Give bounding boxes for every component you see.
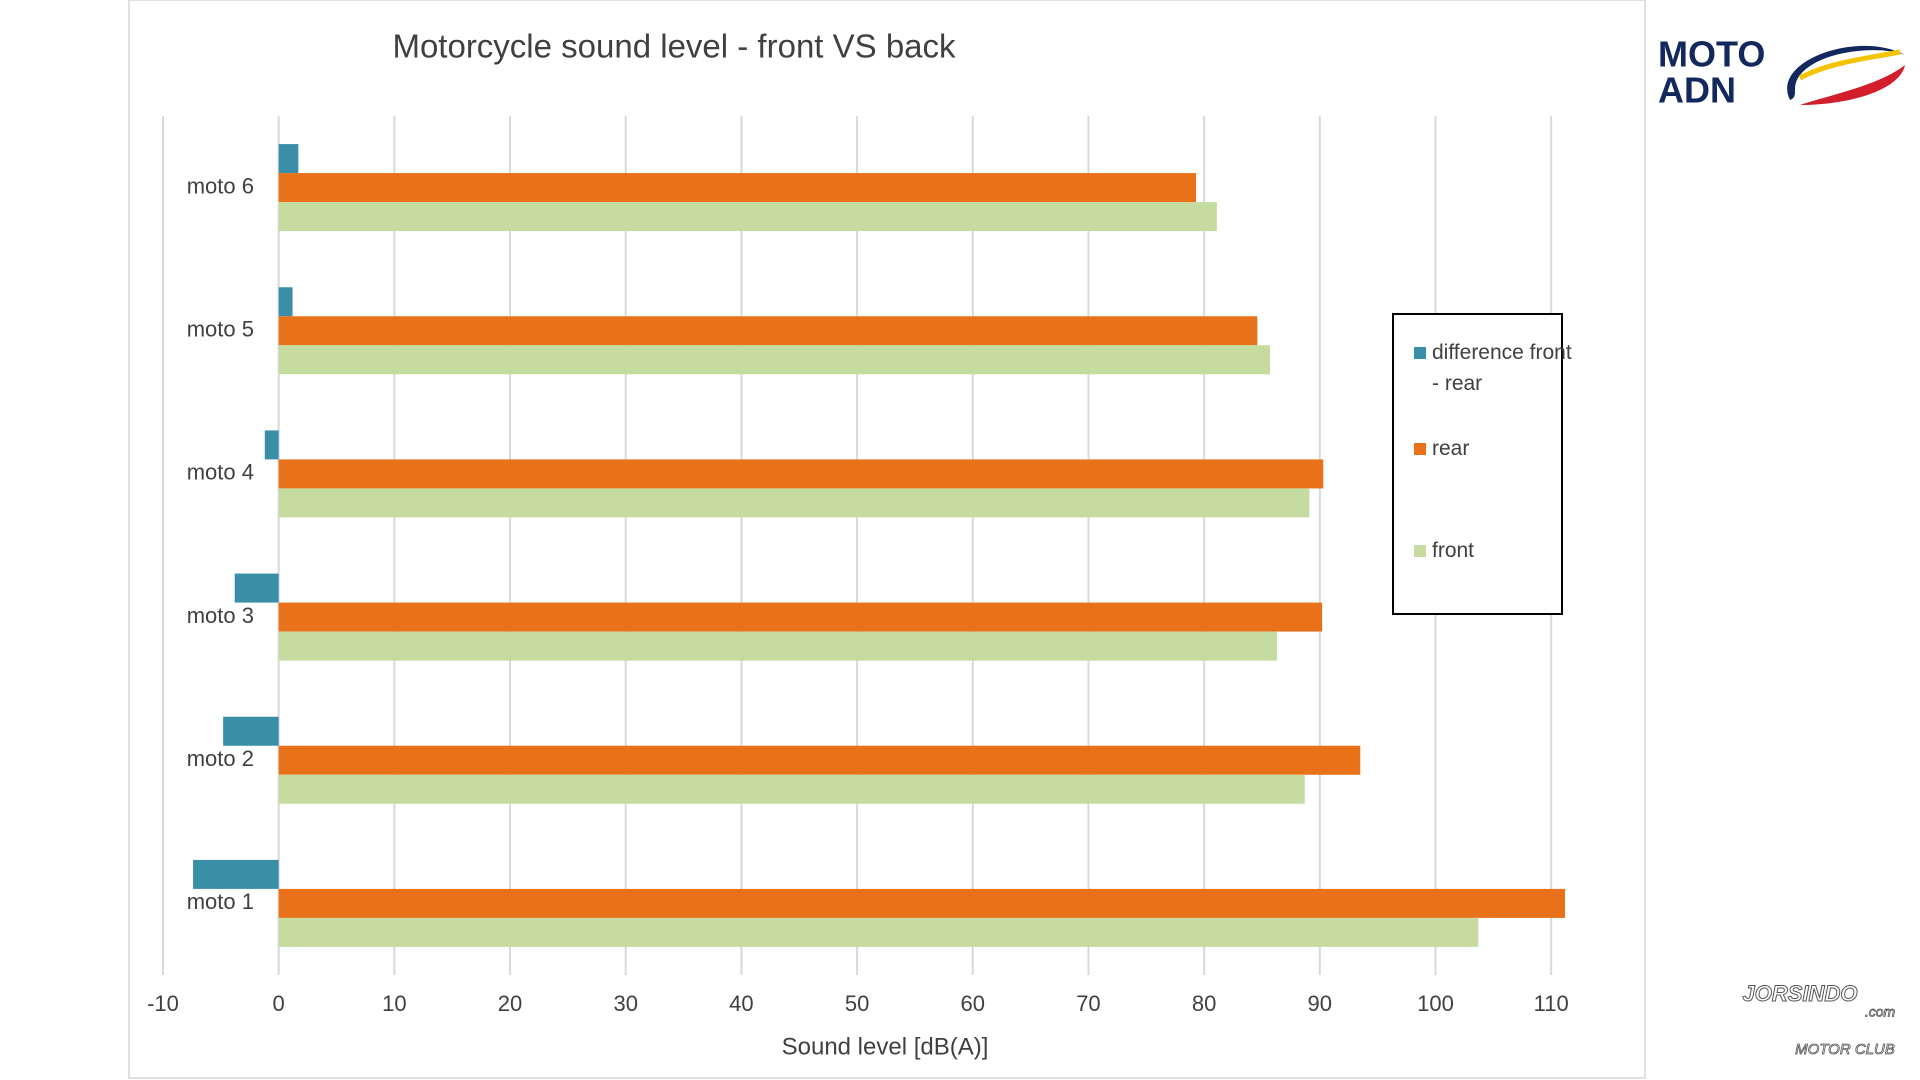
legend-swatch <box>1414 545 1426 557</box>
x-tick-label: 70 <box>1076 991 1100 1016</box>
legend-item: rear <box>1414 433 1572 464</box>
legend-label: rear <box>1432 437 1470 460</box>
x-tick-label: 110 <box>1534 991 1569 1016</box>
x-tick-label: 20 <box>498 991 522 1016</box>
bar <box>278 202 1217 232</box>
legend-item: front <box>1414 535 1572 566</box>
watermark-text: .com <box>1865 1004 1896 1020</box>
chart-title: Motorcycle sound level - front VS back <box>392 28 956 65</box>
bar <box>278 287 293 317</box>
logo-text: MOTO <box>1658 34 1765 75</box>
y-tick-label: moto 6 <box>187 173 254 198</box>
bar <box>234 573 279 603</box>
bar <box>193 859 279 889</box>
bar <box>278 144 299 174</box>
y-tick-label: moto 2 <box>187 746 254 771</box>
bar <box>278 345 1271 375</box>
legend-label: difference front - rear <box>1432 341 1572 395</box>
legend: difference front - rear rear front <box>1392 313 1572 615</box>
x-tick-label: 10 <box>382 991 406 1016</box>
bar <box>264 430 279 460</box>
bar <box>278 316 1258 346</box>
x-tick-label: 30 <box>613 991 637 1016</box>
x-tick-label: 90 <box>1308 991 1332 1016</box>
logo-swoosh <box>1800 65 1905 105</box>
bars <box>193 144 1566 947</box>
bar <box>278 917 1479 947</box>
bar <box>278 888 1566 918</box>
y-tick-label: moto 4 <box>187 460 254 485</box>
bar <box>278 488 1310 518</box>
x-axis-label: Sound level [dB(A)] <box>782 1033 989 1060</box>
x-tick-label: 50 <box>845 991 869 1016</box>
y-tick-label: moto 3 <box>187 603 254 628</box>
legend-swatch <box>1414 443 1426 455</box>
x-tick-label: -10 <box>147 991 179 1016</box>
x-tick-label: 60 <box>961 991 985 1016</box>
bar <box>278 173 1197 203</box>
watermark-text: JORSINDO <box>1743 981 1858 1006</box>
y-tick-label: moto 1 <box>187 889 254 914</box>
logo-swoosh <box>1787 45 1905 100</box>
x-tick-label: 100 <box>1417 991 1454 1016</box>
y-tick-label: moto 5 <box>187 317 254 342</box>
bar <box>278 631 1277 661</box>
logo-text: ADN <box>1658 70 1736 111</box>
x-tick-label: 80 <box>1192 991 1216 1016</box>
bar <box>278 745 1361 775</box>
bar <box>278 459 1324 489</box>
bar <box>278 774 1305 804</box>
watermark-text: MOTOR CLUB <box>1795 1041 1895 1058</box>
legend-item: difference front - rear <box>1414 337 1572 399</box>
bar <box>278 602 1323 632</box>
bar <box>223 716 279 746</box>
x-tick-label: 0 <box>273 991 285 1016</box>
logo-swoosh <box>1798 49 1901 81</box>
legend-swatch <box>1414 347 1426 359</box>
x-tick-label: 40 <box>729 991 753 1016</box>
legend-label: front <box>1432 539 1475 562</box>
